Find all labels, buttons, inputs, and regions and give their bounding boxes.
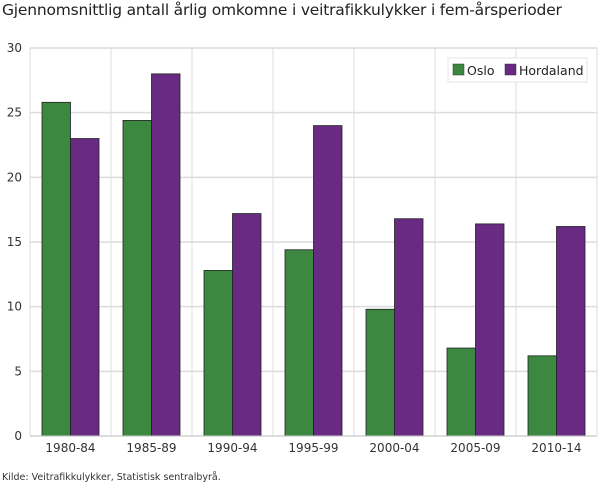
x-tick-label: 1985-89 — [126, 441, 176, 455]
bar-hordaland-1985-89 — [151, 73, 181, 437]
bar-oslo-1980-84 — [41, 101, 71, 437]
x-tick-label: 1980-84 — [45, 441, 95, 455]
bar-hordaland-2010-14 — [556, 226, 586, 437]
x-tick-label: 2005-09 — [450, 441, 500, 455]
bar-oslo-1995-99 — [284, 249, 314, 437]
bar-hordaland-1995-99 — [313, 125, 343, 437]
x-tick-label: 1995-99 — [288, 441, 338, 455]
bar-hordaland-1980-84 — [70, 138, 100, 437]
bar-hordaland-1990-94 — [232, 213, 262, 437]
legend-label-hordaland: Hordaland — [519, 63, 584, 78]
y-tick-label: 10 — [7, 300, 22, 314]
bar-hordaland-2000-04 — [394, 218, 424, 437]
legend-label-oslo: Oslo — [467, 63, 494, 78]
chart-title: Gjennomsnittlig antall årlig omkomne i v… — [2, 1, 562, 19]
bar-oslo-1985-89 — [122, 120, 152, 437]
y-tick-label: 20 — [7, 170, 22, 184]
legend-swatch-hordaland — [504, 63, 517, 76]
bar-oslo-1990-94 — [203, 270, 233, 437]
bar-hordaland-2005-09 — [475, 223, 505, 437]
y-tick-label: 25 — [7, 106, 22, 120]
bar-oslo-2010-14 — [527, 355, 557, 437]
legend-box — [447, 57, 588, 83]
y-tick-label: 5 — [14, 364, 22, 378]
bar-oslo-2005-09 — [446, 347, 476, 437]
y-tick-label: 30 — [7, 41, 22, 55]
x-tick-label: 1990-94 — [207, 441, 257, 455]
legend-swatch-oslo — [452, 63, 465, 76]
y-tick-label: 0 — [14, 429, 22, 443]
x-tick-label: 2000-04 — [369, 441, 419, 455]
bar-oslo-2000-04 — [365, 308, 395, 437]
source-note: Kilde: Veitrafikkulykker, Statistisk sen… — [2, 472, 221, 483]
x-tick-label: 2010-14 — [531, 441, 581, 455]
y-tick-label: 15 — [7, 235, 22, 249]
